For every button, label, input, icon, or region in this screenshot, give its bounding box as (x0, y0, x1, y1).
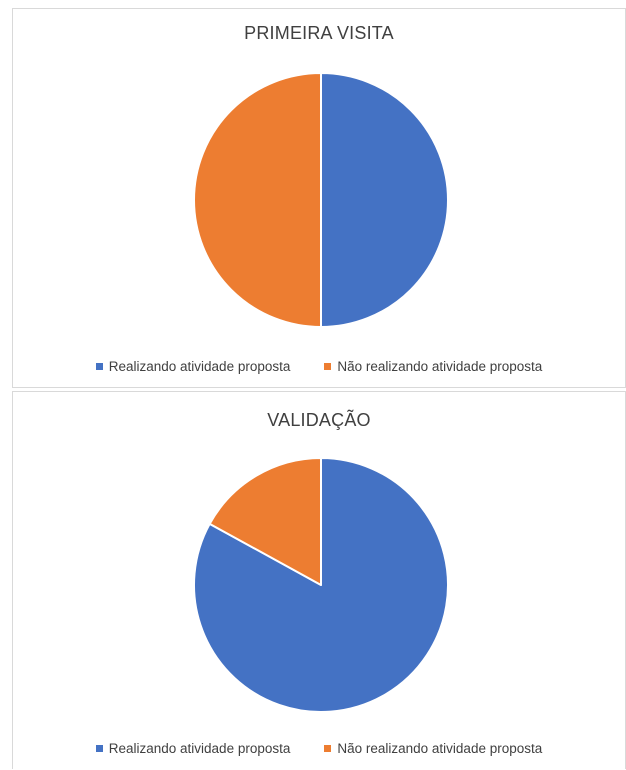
chart-primeira-visita: PRIMEIRA VISITA Realizando atividade pro… (12, 8, 626, 388)
legend-item-realizando: Realizando atividade proposta (95, 359, 291, 374)
pie-slice-nao-realizando (208, 457, 322, 586)
pie-chart (193, 72, 449, 328)
legend-label-nao-realizando: Não realizando atividade proposta (337, 359, 543, 374)
legend-item-nao-realizando: Não realizando atividade proposta (324, 359, 542, 374)
chart-validacao: VALIDAÇÃO Realizando atividade proposta … (12, 391, 626, 769)
chart-title: VALIDAÇÃO (267, 410, 371, 430)
legend-swatch-nao-realizando (324, 363, 332, 370)
pie-slice-realizando (320, 72, 449, 328)
legend-label-realizando: Realizando atividade proposta (108, 359, 291, 374)
chart-legend: Realizando atividade proposta Não realiz… (13, 741, 625, 756)
legend-item-nao-realizando: Não realizando atividade proposta (324, 741, 542, 756)
legend-swatch-nao-realizando (324, 745, 332, 752)
legend-swatch-realizando (95, 745, 103, 752)
chart-legend: Realizando atividade proposta Não realiz… (13, 359, 625, 374)
legend-label-realizando: Realizando atividade proposta (108, 741, 291, 756)
legend-swatch-realizando (95, 363, 103, 370)
chart-title: PRIMEIRA VISITA (244, 23, 394, 43)
legend-item-realizando: Realizando atividade proposta (95, 741, 291, 756)
legend-label-nao-realizando: Não realizando atividade proposta (337, 741, 543, 756)
pie-slice-nao-realizando (193, 72, 322, 328)
pie-chart (193, 457, 449, 713)
